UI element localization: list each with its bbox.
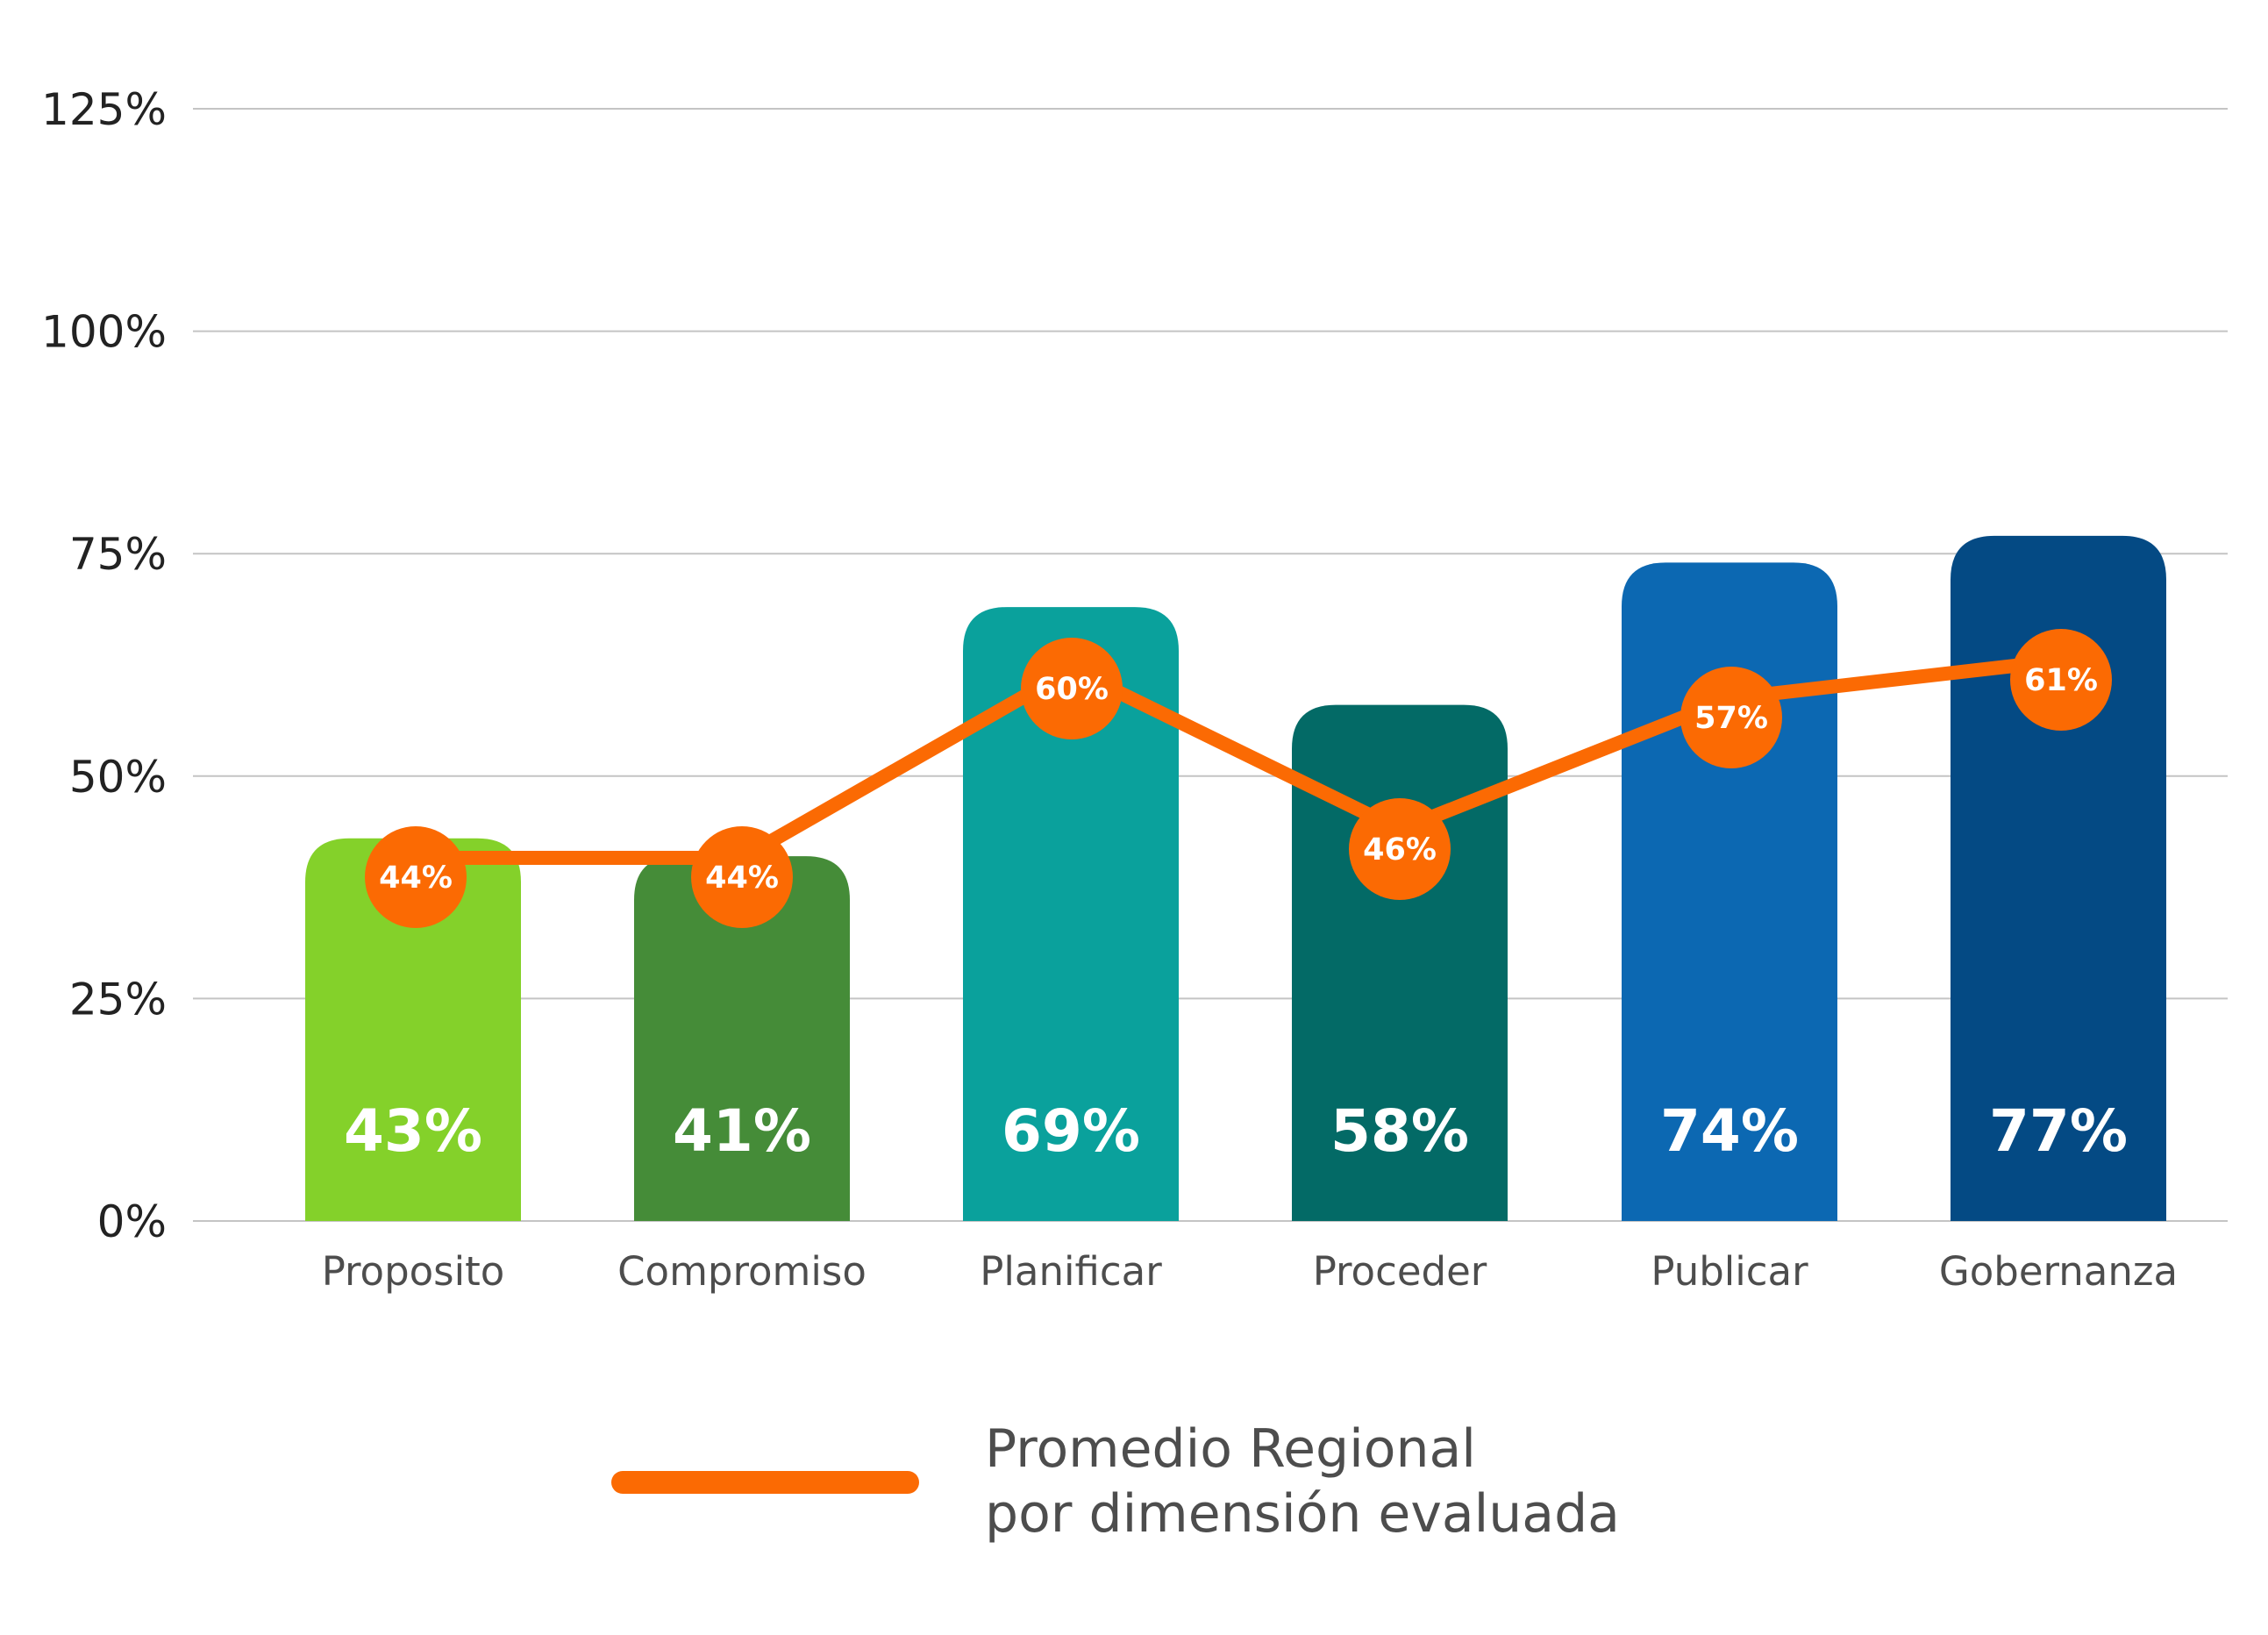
bar-value-labels: 43% 41% 69% 58% 74% 77% [344,1097,2128,1165]
y-tick-label: 125% [41,84,167,135]
x-tick-label: Compromiso [617,1248,867,1295]
bar [963,607,1179,1221]
x-tick-label: Gobernanza [1939,1248,2178,1295]
legend-label-line-1: Promedio Regional [985,1418,1476,1480]
legend-label-line-2: por dimensión evaluada [985,1483,1620,1545]
bar [1951,535,2166,1221]
x-tick-label: Publicar [1651,1248,1808,1295]
line-marker [1021,638,1123,739]
line-marker-label: 46% [1363,832,1437,867]
line-marker-label: 60% [1035,672,1109,707]
y-tick-label: 0% [97,1196,167,1247]
x-tick-label: Planificar [980,1248,1162,1295]
line-marker [1680,667,1782,768]
line-marker [365,826,467,928]
y-tick-label: 100% [41,307,167,358]
bar [1292,704,1508,1221]
bar-value-label: 58% [1330,1097,1469,1165]
line-marker [1349,798,1451,900]
regional-average-line [409,653,2068,865]
bars [305,535,2166,1221]
y-axis-ticks: 0% 25% 50% 75% 100% 125% [41,84,167,1247]
line-marker-label: 61% [2024,663,2098,698]
line-marker [691,826,793,928]
line-marker-label: 57% [1694,701,1768,736]
line-path [409,653,2068,865]
gridlines [193,108,2228,1222]
bar-value-label: 77% [1989,1097,2128,1165]
x-axis-ticks: Proposito Compromiso Planificar Proceder Pub… [322,1248,2178,1295]
x-tick-label: Proceder [1313,1248,1487,1295]
bar-value-label: 69% [1002,1097,1140,1165]
bar-value-label: 74% [1660,1097,1799,1165]
line-marker [2010,629,2112,731]
line-marker-label: 44% [379,860,453,896]
bar [305,838,521,1221]
y-tick-label: 25% [69,974,167,1025]
y-tick-label: 50% [69,752,167,803]
line-marker-label: 44% [705,860,779,896]
y-tick-label: 75% [69,529,167,580]
bar-value-label: 41% [673,1097,811,1165]
bar [634,856,850,1221]
x-tick-label: Proposito [322,1248,505,1295]
bar-value-label: 43% [344,1097,482,1165]
legend: Promedio Regional por dimensión evaluada [611,1418,1620,1545]
regional-average-markers: 44% 44% 60% 46% 57% 61% [365,629,2112,928]
